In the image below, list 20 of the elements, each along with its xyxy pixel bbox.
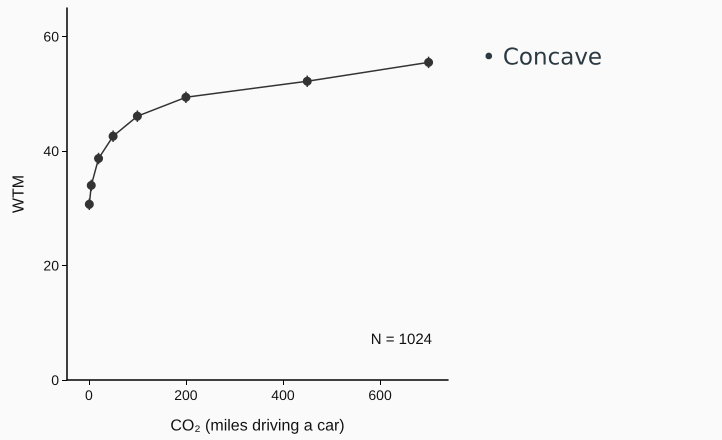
x-tick-label: 600: [368, 387, 392, 403]
y-axis-title: WTM: [10, 174, 28, 214]
y-tick-label: 60: [43, 28, 60, 45]
y-tick-label: 20: [43, 258, 60, 274]
x-tick-label: 200: [174, 387, 198, 403]
y-tick-label: 40: [43, 143, 60, 160]
point: [181, 92, 190, 102]
y-tick-label: 0: [51, 372, 60, 388]
point: [132, 112, 142, 121]
point: [86, 180, 96, 190]
point: [424, 58, 434, 67]
point: [302, 76, 312, 86]
x-tick-label: 400: [271, 387, 295, 403]
point: [94, 154, 104, 164]
point: [84, 200, 94, 209]
text: • Concave: [482, 44, 602, 70]
point: [108, 132, 118, 141]
x-tick-label: 0: [84, 387, 93, 403]
x-axis-title: CO₂ (miles driving a car): [170, 418, 345, 434]
annotation: N = 1024: [370, 331, 432, 348]
